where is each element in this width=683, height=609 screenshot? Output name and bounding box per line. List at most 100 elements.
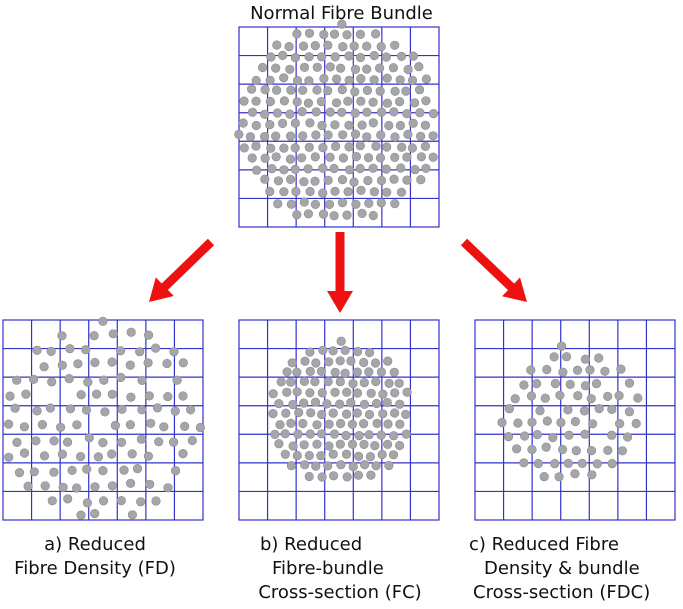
fibre-dot [91,389,102,399]
reduced-cross-section-panel [238,319,440,521]
fibre-dot [338,153,349,163]
fibre-dot [274,439,284,449]
fibre-dot [117,404,127,414]
fibre-dot [328,449,338,459]
fibre-dot [555,390,565,400]
fibre-dot [170,406,180,416]
fibre-dot [258,62,268,73]
fibre-dot [368,118,378,128]
fibre-dot [407,75,418,85]
fibre-dot [311,461,321,471]
fibre-dot [390,40,400,50]
fibre-dot [323,130,333,140]
fibre-dot [82,498,92,508]
fibre-dot [548,432,558,443]
fibre-dot [162,358,172,369]
fibre-dot [624,407,635,417]
fibre-dot [90,482,100,492]
fibre-dot [303,164,313,174]
fibre-dot [81,345,91,355]
fibre-dot [247,107,258,117]
fibre-dot [282,367,292,377]
fibre-dot [375,153,386,163]
fibre-dot [369,50,379,61]
fibre-dot [421,74,432,84]
fibre-dot [19,448,30,458]
fibre-dot [329,29,340,39]
fibre-dot [396,187,407,197]
fibre-dot [349,177,359,187]
fibre-dot [554,472,564,482]
fibre-dot [75,452,86,462]
fibre-dot [360,460,370,470]
panel-a-caption: a) Reduced Fibre Density (FD) [0,533,195,581]
fibre-dot [344,51,354,61]
fibre-dot [350,64,361,74]
fibre-dot [305,366,315,377]
fibre-dot [352,408,362,418]
fibre-dot [330,367,340,378]
fibre-dot [344,120,354,130]
fibre-dot [279,187,289,197]
fibre-dot [300,356,310,366]
fibre-dot [376,367,387,377]
fibre-dot [353,346,363,357]
fibre-dot [239,143,249,153]
fibre-dot [290,118,301,128]
fibre-dot [394,378,404,388]
fibre-dot [329,429,340,439]
fibre-dot [342,472,352,482]
fibre-dot [40,481,50,491]
fibre-dot [251,96,261,106]
fibre-dot [286,461,297,471]
fibre-dot [65,344,75,354]
fibre-dot [594,404,604,414]
fibre-dot [260,132,270,142]
fibre-dot [351,199,361,209]
fibre-dot [294,407,304,418]
fibre-dot [310,152,320,162]
fibre-dot [285,154,296,164]
fibre-dot [4,419,14,429]
fibre-dot [355,163,365,174]
fibre-dot [323,86,333,96]
fibre-dot [607,430,617,440]
fibre-dot [586,446,597,456]
fibre-dot [335,356,345,366]
fibre-dot [325,62,335,72]
fibre-dot [285,109,295,119]
fibre-dot [614,419,625,429]
fibre-dot [317,472,327,482]
fibre-dot [245,132,255,142]
fibre-dot [12,375,22,385]
fibre-dot [580,381,591,391]
fibre-dot [329,471,339,481]
fibre-dot [340,345,350,356]
fibre-dot [292,75,303,86]
reduced-density-and-cross-section-panel [474,319,676,521]
fibre-dot [407,143,418,153]
fibre-dot [303,209,314,219]
fibre-dot [169,437,179,447]
fibre-dot [549,352,559,362]
fibre-dot [389,431,399,441]
fibre-dot [541,442,551,452]
fibre-dot [4,452,14,462]
fibre-dot [592,459,602,469]
fibre-dot [132,464,143,474]
fibre-dot [337,175,348,185]
fibre-dot [146,418,156,428]
fibre-dot [415,85,425,95]
fibre-dot [585,365,595,375]
fibre-dot [355,29,366,40]
fibre-dot [362,132,372,142]
panel-b-caption-line2: Fibre-bundle [272,558,384,579]
fibre-dot [375,63,385,73]
fibre-dot [388,450,399,460]
fibre-dot [390,408,400,418]
fibre-dot [402,175,412,185]
fibre-dot [421,96,431,106]
fibre-dot [107,481,117,491]
fibre-dot [384,460,394,471]
fibre-dot [328,408,338,418]
